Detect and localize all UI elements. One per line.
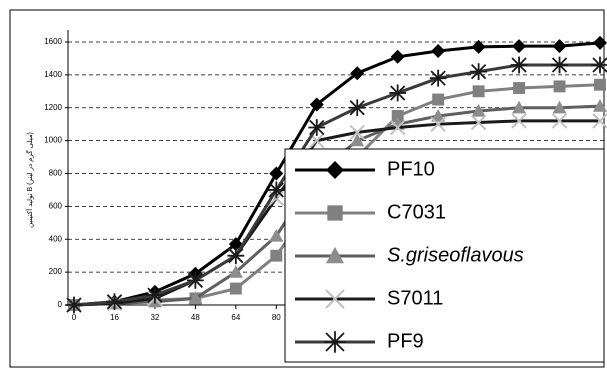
marker <box>270 249 283 262</box>
legend-label: PF9 <box>387 330 424 352</box>
marker <box>551 56 568 74</box>
marker <box>348 99 366 117</box>
marker <box>472 85 485 98</box>
marker <box>267 181 285 199</box>
y-tick-label: 400 <box>49 234 63 243</box>
y-tick-label: 1000 <box>44 136 62 145</box>
marker <box>269 228 284 242</box>
marker <box>188 291 203 305</box>
marker <box>471 104 486 117</box>
marker <box>309 97 324 112</box>
y-tick-label: 800 <box>49 169 63 178</box>
x-tick-label: 32 <box>150 313 159 322</box>
marker <box>471 39 486 54</box>
marker <box>326 247 344 264</box>
y-tick-label: 200 <box>49 267 63 276</box>
marker <box>326 161 344 179</box>
marker <box>512 39 527 54</box>
y-tick-label: 1200 <box>44 103 62 112</box>
series-line <box>73 63 600 307</box>
marker <box>591 56 607 74</box>
marker <box>146 286 164 304</box>
legend-label: PF10 <box>387 158 435 180</box>
marker <box>431 44 446 59</box>
marker <box>510 56 528 74</box>
y-axis-label: تولید آکتینین B (میلی گرم در لیتر) <box>24 132 34 228</box>
x-tick-label: 48 <box>191 313 200 322</box>
marker <box>432 93 445 106</box>
marker <box>512 100 527 114</box>
x-tick-label: 64 <box>231 313 240 322</box>
marker <box>470 63 488 80</box>
y-tick-label: 1400 <box>44 70 62 79</box>
x-tick-label: 80 <box>272 313 281 322</box>
legend-label: C7031 <box>387 201 446 223</box>
marker <box>186 271 204 289</box>
legend-label: S7011 <box>387 287 443 309</box>
x-tick-label: 0 <box>72 313 77 322</box>
marker <box>513 82 526 94</box>
marker <box>350 133 365 147</box>
y-tick-label: 600 <box>49 201 63 210</box>
marker <box>389 84 407 102</box>
legend-label: S.griseoflavous <box>387 244 524 266</box>
y-tick-label: 1600 <box>44 37 62 46</box>
marker <box>324 331 346 353</box>
marker <box>389 119 406 136</box>
x-tick-label: 16 <box>110 313 119 322</box>
marker <box>594 78 606 91</box>
marker <box>552 39 567 54</box>
marker <box>429 69 447 87</box>
marker <box>592 113 607 129</box>
marker <box>552 100 567 114</box>
marker <box>430 116 446 132</box>
marker <box>470 114 487 131</box>
marker <box>229 282 242 295</box>
marker <box>593 35 607 50</box>
marker <box>269 166 284 181</box>
marker <box>511 113 527 129</box>
marker <box>551 113 568 129</box>
marker <box>593 99 607 112</box>
y-tick-label: 0 <box>58 300 63 309</box>
marker <box>431 108 446 122</box>
marker <box>228 265 243 278</box>
marker <box>327 205 343 221</box>
marker <box>391 110 404 122</box>
marker <box>390 49 405 64</box>
marker <box>349 124 365 141</box>
marker <box>553 80 566 93</box>
marker <box>65 296 83 314</box>
marker <box>325 289 345 309</box>
marker <box>308 119 326 136</box>
marker <box>350 66 365 81</box>
marker <box>227 247 245 265</box>
marker <box>106 293 123 311</box>
